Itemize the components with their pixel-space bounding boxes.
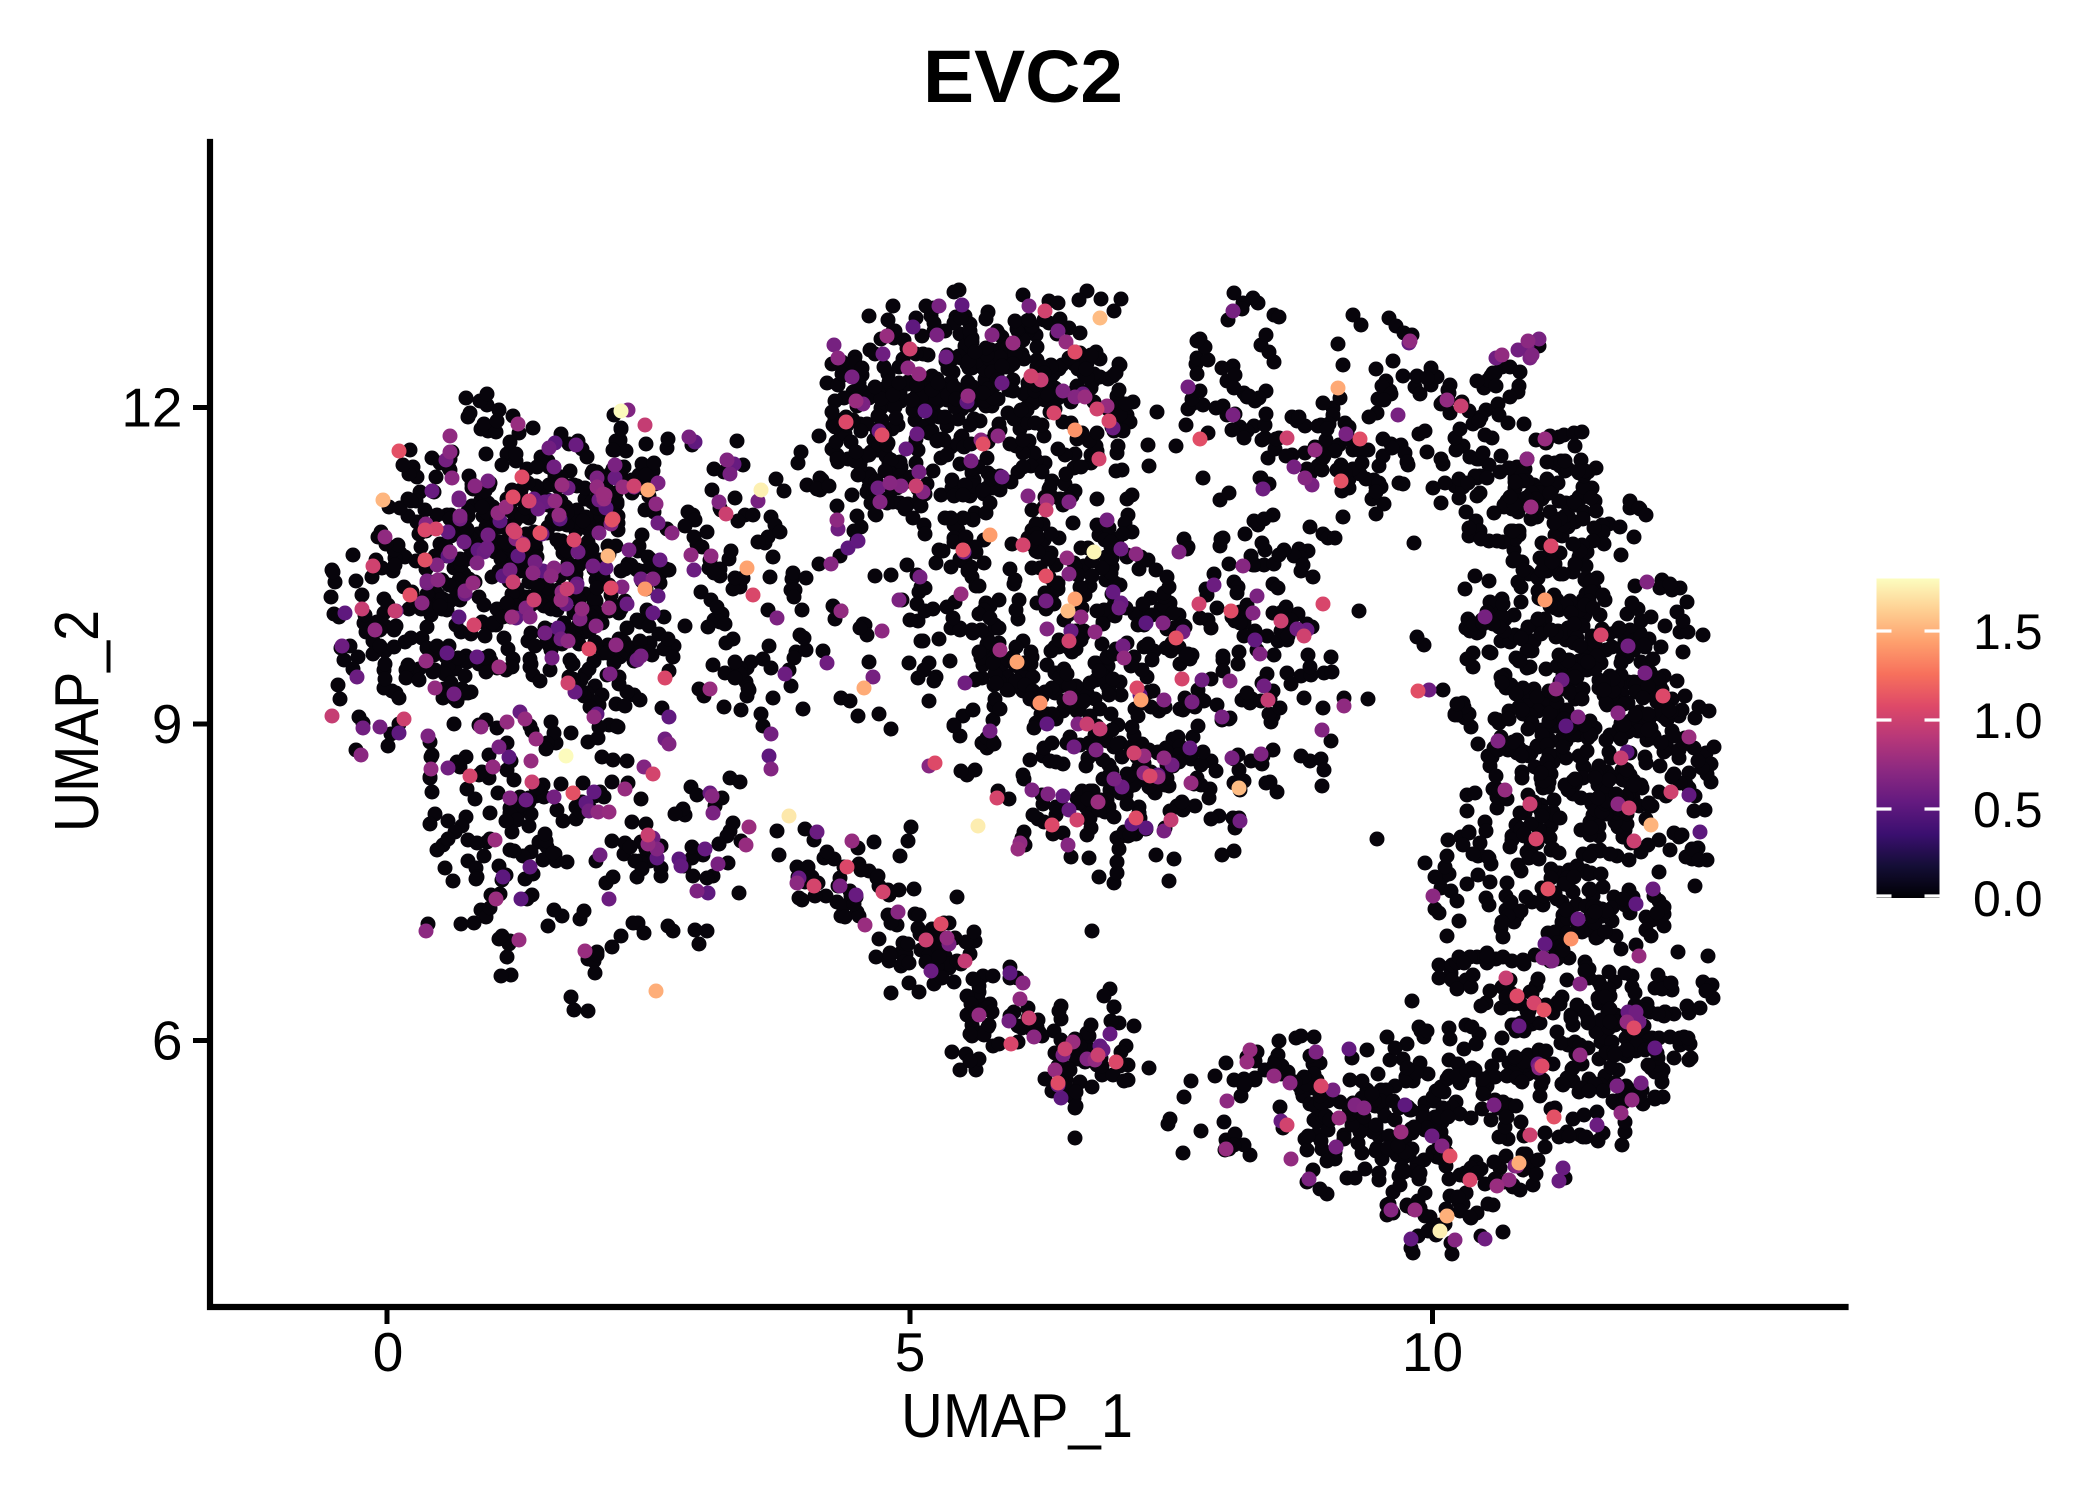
svg-text:EVC2: EVC2 [923,35,1123,118]
svg-text:6: 6 [152,1010,183,1072]
svg-text:1.0: 1.0 [1973,693,2043,749]
svg-text:10: 10 [1402,1321,1463,1383]
svg-text:0.0: 0.0 [1973,871,2043,927]
svg-text:9: 9 [152,693,183,755]
svg-text:0.5: 0.5 [1973,782,2043,838]
svg-text:1.5: 1.5 [1973,604,2043,660]
svg-text:UMAP_1: UMAP_1 [901,1382,1133,1451]
svg-text:UMAP_2: UMAP_2 [43,610,112,832]
svg-text:0: 0 [373,1321,404,1383]
svg-text:12: 12 [121,377,182,439]
svg-text:5: 5 [895,1321,926,1383]
